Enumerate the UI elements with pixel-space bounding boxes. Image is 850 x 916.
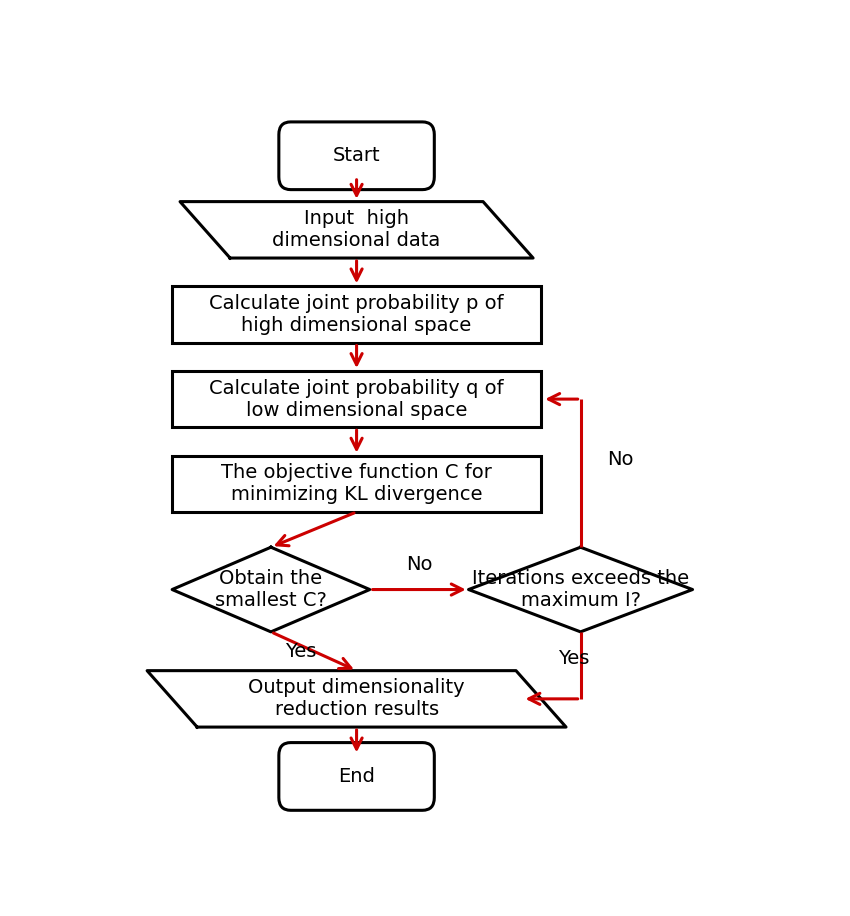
- Bar: [172, 286, 541, 343]
- Polygon shape: [180, 202, 533, 258]
- Text: Calculate joint probability q of
low dimensional space: Calculate joint probability q of low dim…: [209, 378, 504, 420]
- Text: The objective function C for
minimizing KL divergence: The objective function C for minimizing …: [221, 463, 492, 504]
- Text: Calculate joint probability p of
high dimensional space: Calculate joint probability p of high di…: [209, 294, 504, 335]
- Polygon shape: [468, 547, 693, 632]
- Text: Start: Start: [332, 147, 381, 165]
- Text: No: No: [406, 555, 433, 574]
- Text: Input  high
dimensional data: Input high dimensional data: [273, 210, 440, 250]
- Polygon shape: [147, 671, 566, 727]
- Bar: [172, 455, 541, 512]
- Text: Obtain the
smallest C?: Obtain the smallest C?: [215, 569, 327, 610]
- Text: No: No: [607, 450, 633, 469]
- Polygon shape: [172, 547, 370, 632]
- FancyBboxPatch shape: [279, 743, 434, 811]
- Bar: [172, 371, 541, 427]
- Text: Output dimensionality
reduction results: Output dimensionality reduction results: [248, 679, 465, 719]
- Text: Yes: Yes: [286, 642, 317, 660]
- Text: Yes: Yes: [558, 649, 590, 669]
- Text: Iterations exceeds the
maximum I?: Iterations exceeds the maximum I?: [472, 569, 689, 610]
- FancyBboxPatch shape: [279, 122, 434, 190]
- Text: End: End: [338, 767, 375, 786]
